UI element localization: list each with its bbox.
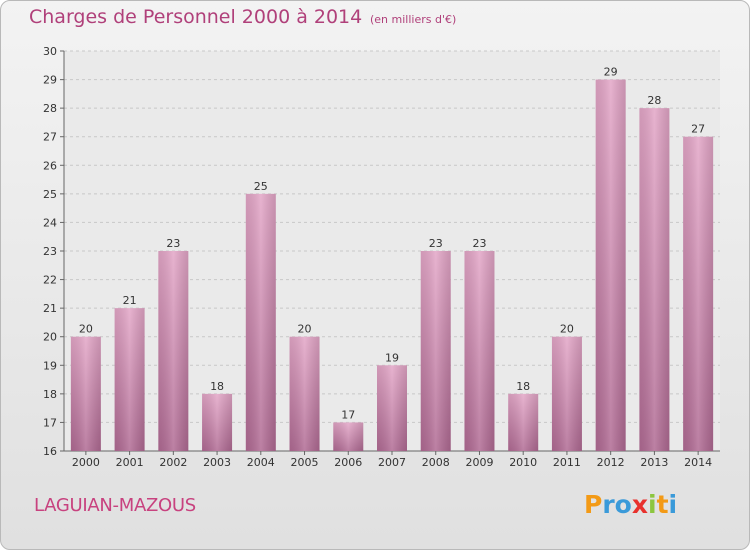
bar-shade — [377, 365, 407, 451]
x-tick-label: 2003 — [203, 456, 231, 469]
value-label: 18 — [516, 380, 530, 393]
bar-shade — [639, 108, 670, 452]
x-tick-label: 2008 — [422, 456, 450, 469]
value-label: 18 — [210, 380, 224, 393]
y-tick-label: 16 — [43, 445, 57, 458]
bar-shade — [158, 251, 189, 451]
value-label: 25 — [254, 180, 268, 193]
labels: 16 17 18 19 20 21 22 23 24 25 26 27 28 29 30 20 2000 21 20… — [43, 45, 712, 469]
x-tick-label: 2001 — [116, 456, 144, 469]
chart-unit: (en milliers d'€) — [370, 13, 457, 26]
x-tick-label: 2006 — [334, 456, 362, 469]
y-tick-label: 18 — [43, 388, 57, 401]
value-label: 23 — [472, 237, 486, 250]
y-tick-label: 22 — [43, 274, 57, 287]
bars — [70, 79, 714, 452]
x-tick-label: 2000 — [72, 456, 100, 469]
chart-title: Charges de Personnel 2000 à 2014 — [29, 6, 363, 28]
x-tick-label: 2014 — [684, 456, 712, 469]
bar-shade — [595, 79, 626, 452]
bar-shade — [464, 251, 495, 451]
bar-shade — [70, 336, 101, 451]
logo-letter: P — [584, 490, 603, 519]
x-tick-label: 2013 — [640, 456, 668, 469]
x-tick-label: 2011 — [553, 456, 581, 469]
y-tick-label: 25 — [43, 188, 57, 201]
value-label: 29 — [604, 66, 618, 79]
x-tick-label: 2010 — [509, 456, 537, 469]
x-tick-label: 2007 — [378, 456, 406, 469]
y-tick-label: 24 — [43, 216, 57, 229]
bar-shade — [245, 193, 276, 451]
bar-shade — [420, 251, 451, 451]
y-tick-label: 29 — [43, 74, 57, 87]
y-tick-label: 26 — [43, 159, 57, 172]
value-label: 20 — [298, 323, 312, 336]
y-tick-label: 19 — [43, 359, 57, 372]
y-tick-label: 21 — [43, 302, 57, 315]
bar-shade — [289, 336, 320, 451]
value-label: 20 — [79, 323, 93, 336]
x-tick-label: 2002 — [159, 456, 187, 469]
logo-letter: i — [648, 490, 657, 519]
proxiti-logo: Proxiti — [584, 490, 677, 519]
x-tick-label: 2012 — [597, 456, 625, 469]
bar-shade — [333, 422, 364, 451]
y-tick-label: 27 — [43, 131, 57, 144]
bar-shade — [551, 336, 582, 451]
logo-letter: i — [668, 490, 678, 519]
value-label: 23 — [166, 237, 180, 250]
value-label: 19 — [385, 351, 399, 364]
y-tick-label: 20 — [43, 331, 57, 344]
value-label: 27 — [691, 123, 705, 136]
y-tick-label: 28 — [43, 102, 57, 115]
x-tick-label: 2009 — [465, 456, 493, 469]
bar-shade — [508, 393, 539, 451]
y-tick-label: 17 — [43, 416, 57, 429]
y-tick-label: 23 — [43, 245, 57, 258]
value-label: 20 — [560, 323, 574, 336]
value-label: 28 — [647, 94, 661, 107]
y-tick-label: 30 — [43, 45, 57, 58]
logo-letter: r — [602, 490, 615, 519]
bar-shade — [202, 393, 233, 451]
x-tick-label: 2004 — [247, 456, 275, 469]
value-label: 21 — [123, 294, 137, 307]
logo-letter: x — [631, 490, 648, 519]
bar-shade — [114, 308, 145, 451]
bar-shade — [683, 136, 714, 451]
logo-letter: o — [614, 490, 632, 519]
value-label: 17 — [341, 408, 355, 421]
x-tick-label: 2005 — [291, 456, 319, 469]
logo-letter: t — [656, 490, 669, 519]
commune-name: LAGUIAN-MAZOUS — [34, 495, 196, 516]
value-label: 23 — [429, 237, 443, 250]
